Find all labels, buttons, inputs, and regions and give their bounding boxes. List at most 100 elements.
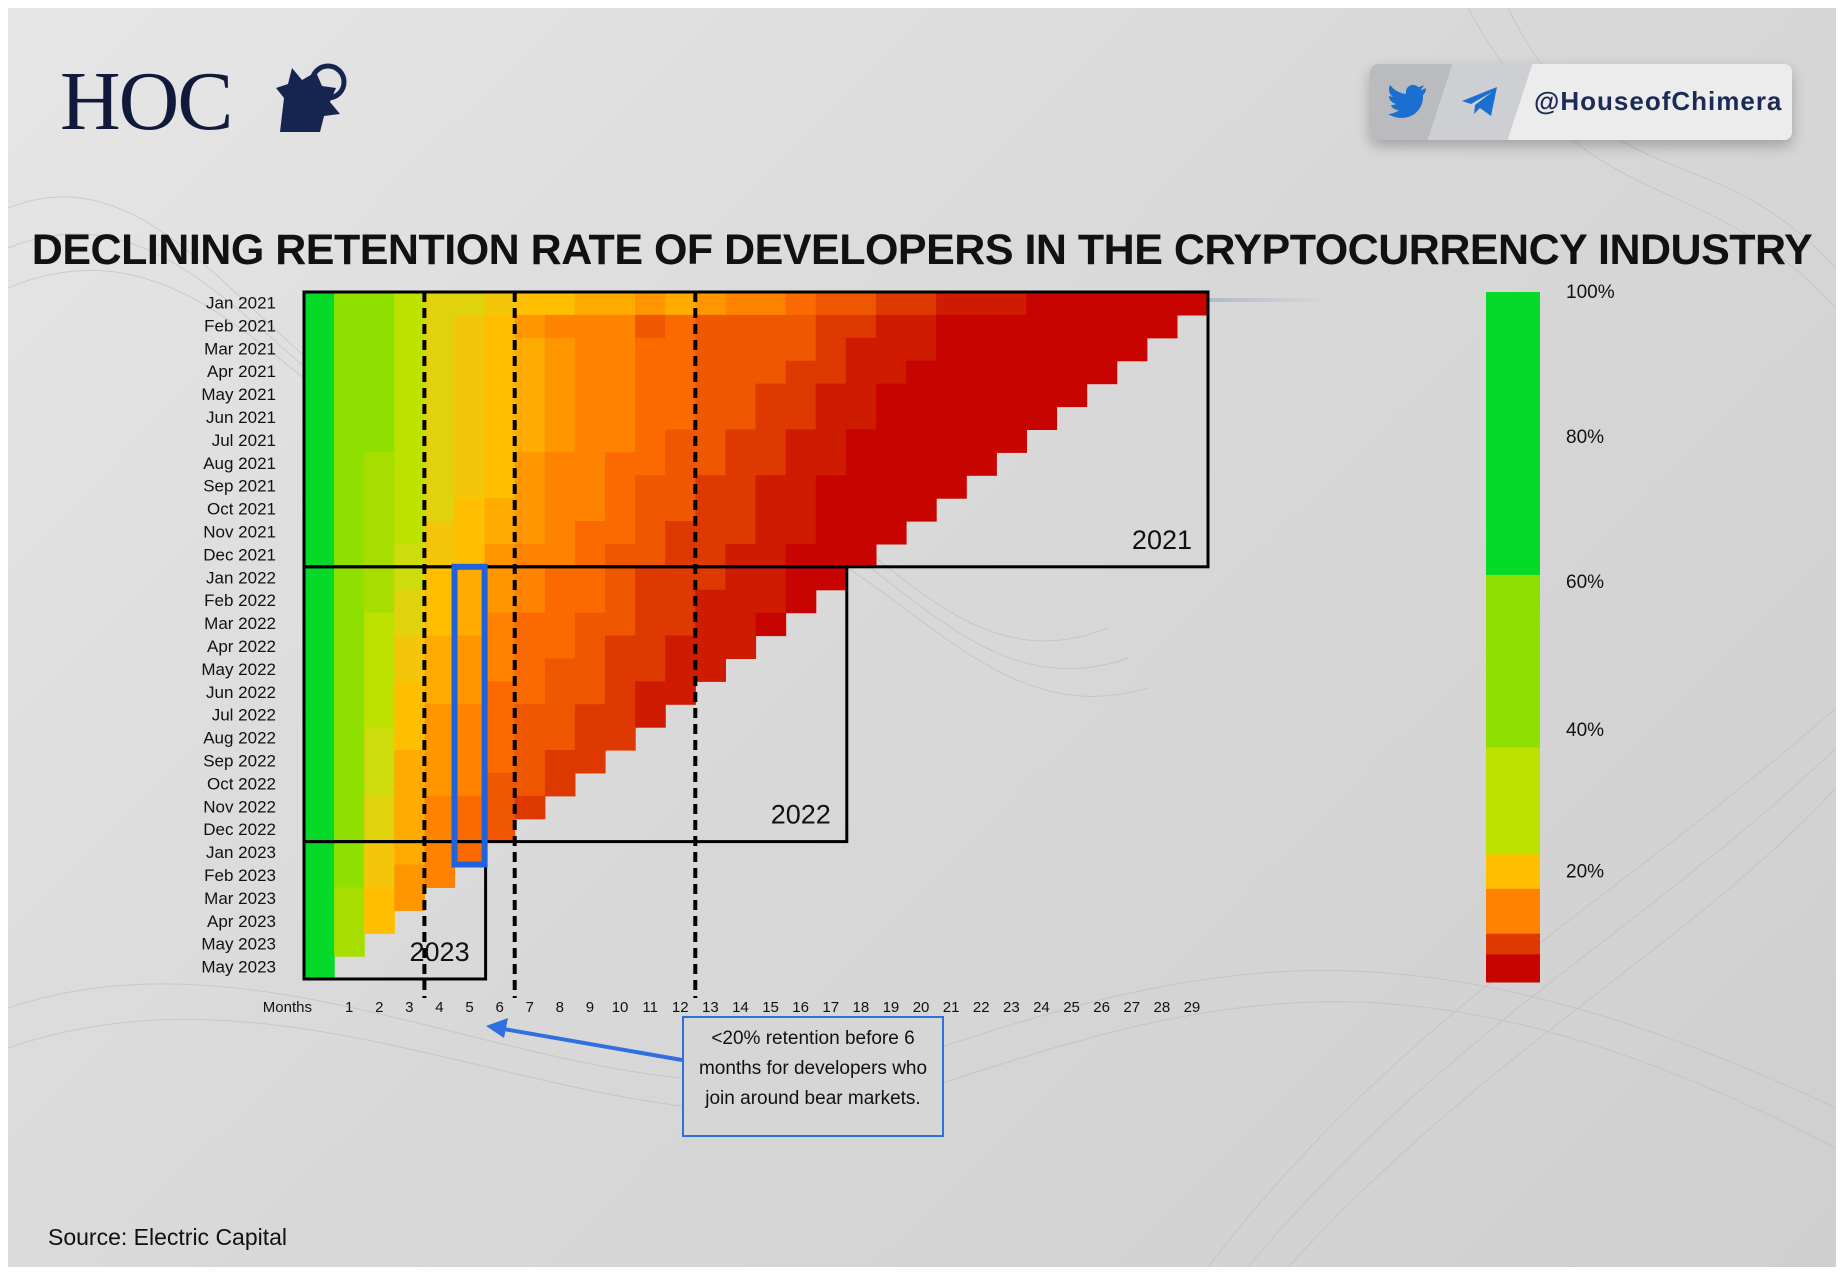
heatmap-cell (966, 292, 997, 316)
heatmap-cell (845, 429, 877, 453)
heatmap-cell (514, 566, 546, 591)
heatmap-cell (755, 292, 787, 316)
heatmap-cell (334, 452, 365, 476)
brand-logo-text: HOC (60, 55, 233, 148)
heatmap-cell (635, 475, 666, 499)
heatmap-cell (364, 635, 395, 659)
heatmap-cell (304, 292, 335, 316)
heatmap-cell (394, 498, 425, 522)
heatmap-cell (334, 727, 365, 751)
heatmap-cell (875, 498, 907, 522)
heatmap-cell (845, 498, 877, 522)
heatmap-cell (334, 933, 365, 957)
heatmap-cell (454, 566, 486, 591)
heatmap-cell (1086, 337, 1118, 362)
x-tick-label: 20 (913, 999, 930, 1016)
heatmap-cell (304, 818, 335, 843)
heatmap-cell (906, 337, 937, 362)
heatmap-cell (815, 429, 847, 453)
heatmap-cell (815, 452, 847, 476)
heatmap-cell (454, 612, 486, 637)
heatmap-cell (334, 772, 365, 797)
heatmap-cell (334, 566, 365, 591)
heatmap-cell (996, 406, 1027, 430)
heatmap-cell (574, 750, 606, 774)
x-tick-label: 14 (732, 999, 749, 1016)
heatmap-cell (424, 704, 456, 728)
cohort-label: Jul 2021 (212, 431, 276, 450)
heatmap-cell (635, 589, 666, 614)
heatmap-cell (875, 452, 907, 476)
heatmap-cell (695, 566, 726, 591)
heatmap-cell (334, 704, 365, 728)
heatmap-cell (906, 498, 937, 522)
social-handle[interactable]: @HouseofChimera (1534, 86, 1783, 116)
heatmap-cell (454, 429, 486, 453)
heatmap-cell (665, 314, 696, 339)
cohort-label: Feb 2022 (204, 591, 276, 610)
heatmap-cell (304, 933, 335, 957)
heatmap-cell (1026, 383, 1058, 408)
heatmap-cell (665, 360, 696, 385)
heatmap-cell (755, 498, 787, 522)
heatmap-cell (785, 452, 817, 476)
hoc-chimera-logo-icon (276, 63, 347, 132)
cohort-label: Mar 2021 (204, 339, 276, 358)
heatmap-cell (334, 521, 365, 545)
heatmap-cell (695, 658, 726, 682)
heatmap-cell (544, 521, 576, 545)
heatmap-cell (875, 292, 907, 316)
heatmap-cell (996, 314, 1027, 339)
heatmap-cell (605, 521, 636, 545)
heatmap-cell (845, 360, 877, 385)
heatmap-cell (394, 543, 425, 568)
heatmap-cell (574, 566, 606, 591)
heatmap-cell (1026, 337, 1058, 362)
x-tick-label: 4 (435, 999, 443, 1016)
heatmap-cell (424, 818, 456, 843)
heatmap-cell (815, 475, 847, 499)
heatmap-cell (334, 681, 365, 705)
heatmap-cell (845, 314, 877, 339)
heatmap-cell (304, 956, 335, 980)
heatmap-cell (695, 612, 726, 637)
x-tick-label: 29 (1184, 999, 1201, 1016)
x-tick-label: 28 (1154, 999, 1171, 1016)
heatmap-cell (394, 383, 425, 408)
heatmap-cell (1026, 314, 1058, 339)
x-tick-label: 5 (465, 999, 473, 1016)
heatmap-cell (574, 612, 606, 637)
heatmap-cell (304, 543, 335, 568)
heatmap-cell (544, 360, 576, 385)
heatmap-cell (936, 337, 967, 362)
x-tick-label: 16 (792, 999, 809, 1016)
heatmap-cell (665, 475, 696, 499)
heatmap-cell (544, 543, 576, 568)
heatmap-cell (364, 612, 395, 637)
heatmap-cell (635, 543, 666, 568)
cohort-label: Apr 2021 (207, 362, 276, 381)
heatmap-cell (695, 383, 726, 408)
x-tick-label: 8 (556, 999, 564, 1016)
heatmap-cell (424, 772, 456, 797)
x-tick-label: 24 (1033, 999, 1050, 1016)
telegram-icon[interactable] (1460, 86, 1500, 118)
heatmap-cell (454, 727, 486, 751)
heatmap-cell (454, 772, 486, 797)
heatmap-cell (906, 475, 937, 499)
heatmap-cell (334, 818, 365, 843)
heatmap-cell (875, 406, 907, 430)
heatmap-cell (906, 452, 937, 476)
heatmap-cell (665, 589, 696, 614)
heatmap-cell (544, 566, 576, 591)
twitter-icon[interactable] (1388, 84, 1428, 118)
heatmap-cell (725, 292, 757, 316)
heatmap-cell (364, 498, 395, 522)
heatmap-cell (424, 429, 456, 453)
heatmap-cell (725, 612, 757, 637)
heatmap-cell (454, 795, 486, 820)
annotation-arrow-line (497, 1026, 683, 1062)
heatmap-cell (394, 521, 425, 545)
heatmap-cell (514, 406, 546, 430)
heatmap-cell (815, 566, 847, 591)
